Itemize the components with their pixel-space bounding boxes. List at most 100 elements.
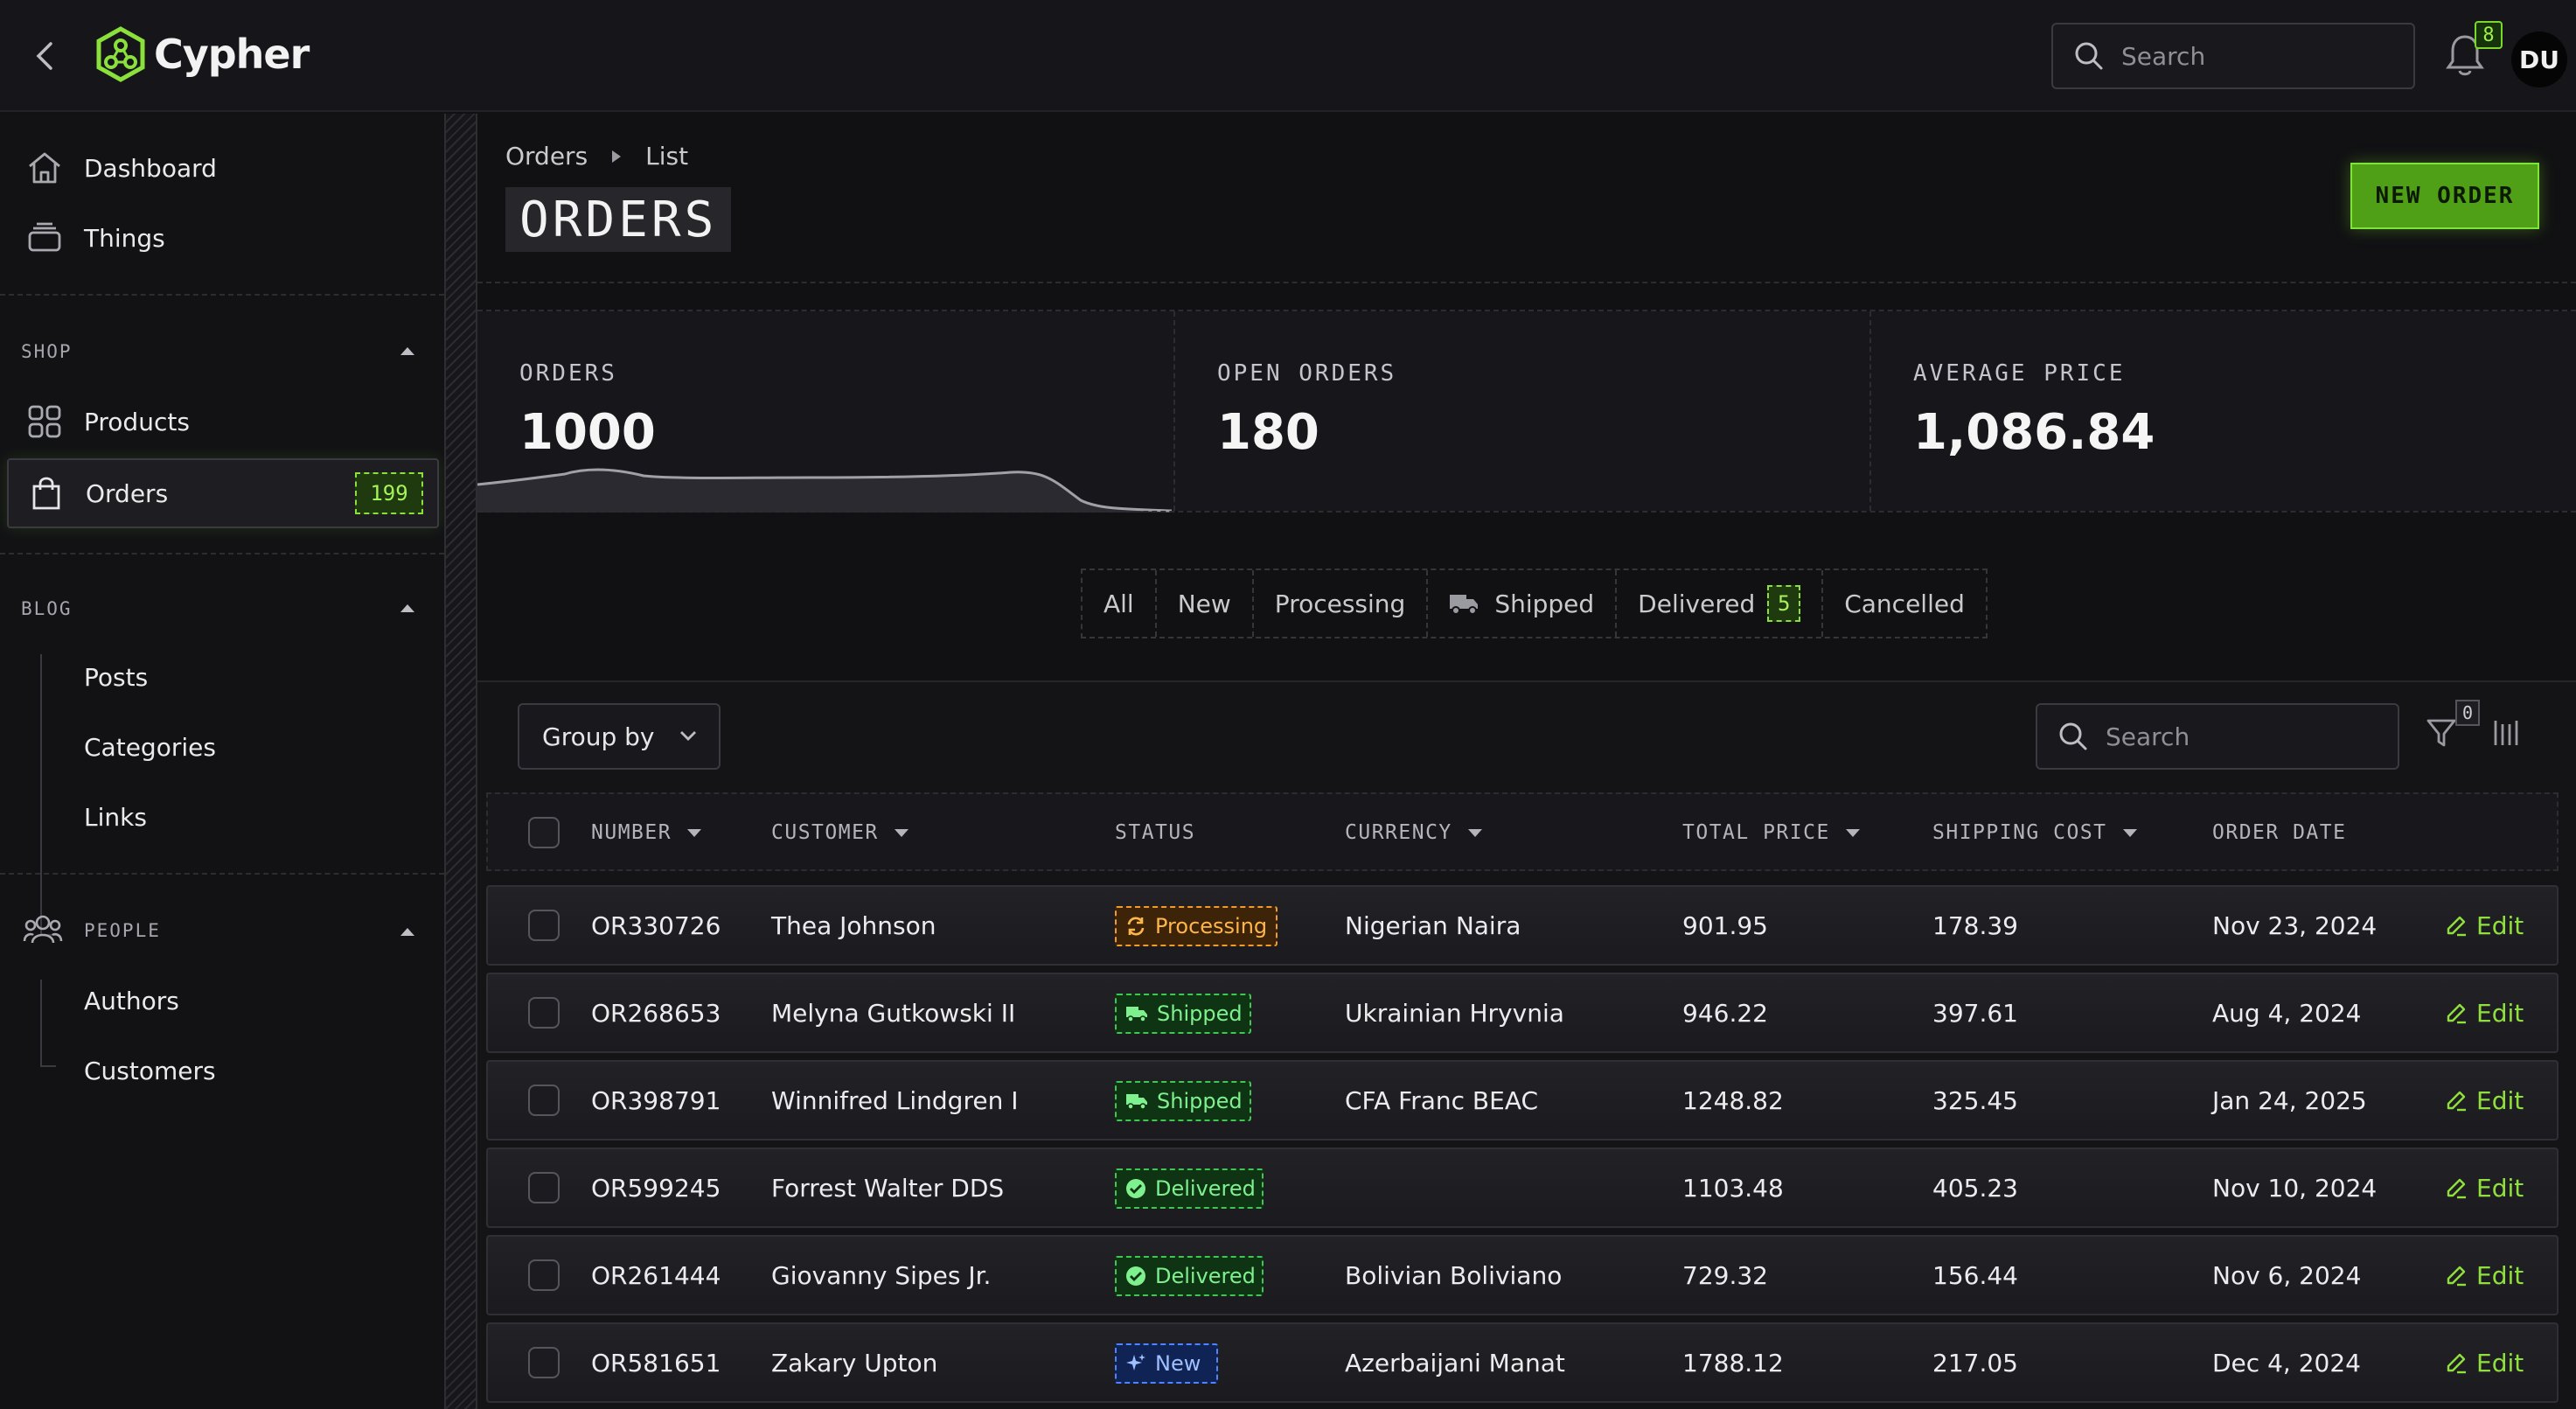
- row-checkbox[interactable]: [528, 1347, 560, 1378]
- sidebar-item-posts[interactable]: Posts: [84, 663, 149, 692]
- cell-total-price: 946.22: [1682, 998, 1768, 1028]
- check-circle-icon: [1125, 1266, 1155, 1287]
- cell-currency: Bolivian Boliviano: [1345, 1260, 1563, 1290]
- filter-icon[interactable]: [2426, 717, 2457, 749]
- breadcrumb-orders[interactable]: Orders: [505, 142, 588, 171]
- edit-button[interactable]: Edit: [2445, 887, 2524, 964]
- edit-button[interactable]: Edit: [2445, 1149, 2524, 1226]
- bell-icon[interactable]: [2443, 31, 2487, 79]
- cell-order-date: Jan 24, 2025: [2212, 1085, 2367, 1115]
- column-header-customer[interactable]: CUSTOMER: [771, 794, 910, 871]
- status-label: Processing: [1155, 914, 1268, 938]
- cell-currency: Ukrainian Hryvnia: [1345, 998, 1564, 1028]
- column-header-currency[interactable]: CURRENCY: [1345, 794, 1484, 871]
- pencil-icon: [2445, 1176, 2476, 1199]
- cell-order-date: Nov 6, 2024: [2212, 1260, 2362, 1290]
- cell-shipping-cost: 217.05: [1932, 1348, 2018, 1378]
- cell-total-price: 729.32: [1682, 1260, 1768, 1290]
- status-label: Shipped: [1157, 1089, 1243, 1113]
- cell-shipping-cost: 405.23: [1932, 1173, 2018, 1203]
- row-checkbox[interactable]: [528, 1085, 560, 1116]
- sidebar-item-things[interactable]: Things: [7, 205, 439, 271]
- stat-value: 1,086.84: [1913, 404, 2155, 461]
- section-title-shop: SHOP: [21, 341, 73, 362]
- refresh-icon: [1125, 916, 1155, 937]
- sidebar-item-customers[interactable]: Customers: [84, 1057, 216, 1085]
- tab-label: Shipped: [1494, 589, 1595, 618]
- table-row[interactable]: OR599245 Forrest Walter DDS Delivered 1103.…: [486, 1147, 2559, 1228]
- collapse-people-caret-icon[interactable]: [399, 925, 416, 938]
- select-all-checkbox[interactable]: [528, 817, 560, 848]
- stat-card-orders: ORDERS 1000: [477, 311, 1172, 513]
- row-checkbox[interactable]: [528, 997, 560, 1029]
- pencil-icon: [2445, 1001, 2476, 1024]
- back-arrow-icon[interactable]: [30, 38, 61, 73]
- pencil-icon: [2445, 1089, 2476, 1112]
- tab-cancelled[interactable]: Cancelled: [1823, 570, 1986, 637]
- global-search-placeholder: Search: [2121, 41, 2206, 71]
- tab-processing[interactable]: Processing: [1254, 570, 1429, 637]
- sidebar-resize-handle[interactable]: [444, 114, 477, 1409]
- tab-label: All: [1104, 589, 1134, 618]
- edit-button[interactable]: Edit: [2445, 1062, 2524, 1139]
- orders-count-badge: 199: [355, 472, 423, 514]
- sidebar-item-orders[interactable]: Orders 199: [7, 458, 439, 528]
- stats-bottom-divider: [477, 511, 2576, 513]
- sidebar-item-dashboard[interactable]: Dashboard: [7, 135, 439, 201]
- tab-delivered[interactable]: Delivered 5: [1617, 570, 1824, 637]
- table-row[interactable]: OR330726 Thea Johnson Processing Nigerian N…: [486, 885, 2559, 966]
- tab-shipped[interactable]: Shipped: [1428, 570, 1618, 637]
- edit-button[interactable]: Edit: [2445, 1237, 2524, 1314]
- sidebar-item-authors[interactable]: Authors: [84, 987, 179, 1015]
- tab-label: Delivered: [1638, 589, 1756, 618]
- tab-new[interactable]: New: [1157, 570, 1254, 637]
- breadcrumb-list: List: [645, 142, 689, 171]
- table-row[interactable]: OR268653 Melyna Gutkowski II Shipped Ukrain…: [486, 973, 2559, 1053]
- cell-currency: Azerbaijani Manat: [1345, 1348, 1565, 1378]
- table-row[interactable]: OR398791 Winnifred Lindgren I Shipped CFA F…: [486, 1060, 2559, 1140]
- cell-customer: Melyna Gutkowski II: [771, 998, 1016, 1028]
- cell-customer: Winnifred Lindgren I: [771, 1085, 1019, 1115]
- truck-icon: [1125, 1004, 1157, 1023]
- collapse-shop-caret-icon[interactable]: [399, 345, 416, 357]
- row-checkbox[interactable]: [528, 1172, 560, 1203]
- column-label: SHIPPING COST: [1932, 821, 2107, 844]
- tab-all[interactable]: All: [1083, 570, 1157, 637]
- sidebar-item-categories[interactable]: Categories: [84, 733, 216, 762]
- cell-currency: CFA Franc BEAC: [1345, 1085, 1539, 1115]
- column-header-shipping-cost[interactable]: SHIPPING COST: [1932, 794, 2139, 871]
- sidebar-item-products[interactable]: Products: [7, 388, 439, 455]
- user-avatar[interactable]: DU: [2511, 31, 2567, 87]
- row-checkbox[interactable]: [528, 910, 560, 941]
- sidebar: Dashboard Things SHOP Products Orders 19…: [0, 114, 444, 1409]
- table-row[interactable]: OR581651 Zakary Upton New Azerbaijani Manat…: [486, 1322, 2559, 1403]
- collapse-blog-caret-icon[interactable]: [399, 602, 416, 614]
- status-badge: Delivered: [1115, 1168, 1264, 1209]
- breadcrumb: Orders List: [505, 142, 688, 171]
- cell-order-date: Nov 10, 2024: [2212, 1173, 2378, 1203]
- column-label: CUSTOMER: [771, 821, 879, 844]
- column-header-number[interactable]: NUMBER: [591, 794, 703, 871]
- sidebar-item-label: Dashboard: [84, 153, 217, 183]
- row-checkbox[interactable]: [528, 1259, 560, 1291]
- sidebar-item-label: Things: [84, 223, 165, 253]
- sidebar-item-links[interactable]: Links: [84, 803, 147, 832]
- sort-down-icon: [687, 829, 702, 837]
- edit-button[interactable]: Edit: [2445, 974, 2524, 1051]
- search-icon: [2074, 41, 2104, 71]
- new-order-button[interactable]: NEW ORDER: [2350, 163, 2539, 229]
- table-search-input[interactable]: Search: [2036, 703, 2399, 770]
- global-search-input[interactable]: Search: [2051, 23, 2415, 89]
- pencil-icon: [2445, 1264, 2476, 1287]
- stat-value: 1000: [519, 404, 656, 461]
- column-header-total-price[interactable]: TOTAL PRICE: [1682, 794, 1862, 871]
- logo[interactable]: Cypher: [94, 26, 310, 82]
- page-title: ORDERS: [505, 187, 732, 252]
- cell-number: OR398791: [591, 1085, 721, 1115]
- status-badge: Shipped: [1115, 1081, 1251, 1121]
- edit-button[interactable]: Edit: [2445, 1324, 2524, 1401]
- columns-icon[interactable]: [2492, 717, 2520, 749]
- table-row[interactable]: OR261444 Giovanny Sipes Jr. Delivered Boliv…: [486, 1235, 2559, 1315]
- group-by-select[interactable]: Group by: [518, 703, 721, 770]
- truck-icon: [1449, 591, 1479, 616]
